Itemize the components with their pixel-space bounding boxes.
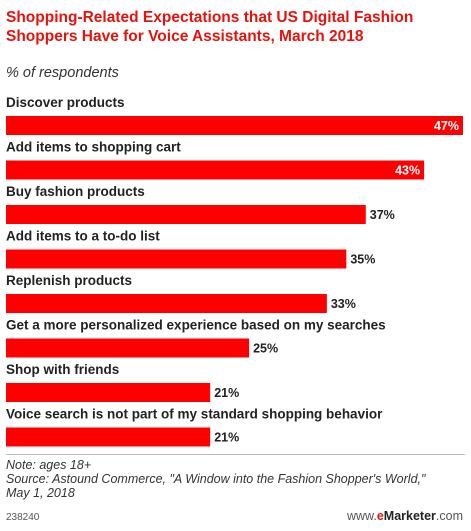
category-label: Add items to shopping cart: [6, 140, 181, 155]
category-label: Add items to a to-do list: [6, 229, 160, 244]
value-label: 21%: [214, 431, 239, 445]
bar: [6, 383, 211, 402]
brand-name: Marketer: [383, 509, 436, 523]
bar: [6, 160, 425, 180]
category-label: Replenish products: [6, 273, 132, 288]
bar: [6, 338, 250, 358]
chart-title: Shopping-Related Expectations that US Di…: [6, 9, 414, 45]
bar-row: Voice search is not part of my standard …: [6, 407, 383, 447]
bar-row: Add items to a to-do list 35%: [6, 229, 375, 269]
brand-e: e: [376, 509, 384, 523]
chart-subtitle: % of respondents: [6, 65, 119, 81]
source-text-line1: Source: Astound Commerce, "A Window into…: [6, 472, 426, 486]
bar-row: Replenish products 33%: [6, 273, 356, 313]
note-text: Note: ages 18+: [6, 458, 92, 472]
category-label: Get a more personalized experience based…: [6, 318, 386, 333]
category-label: Buy fashion products: [6, 184, 145, 199]
value-label: 35%: [350, 253, 375, 267]
source-text-line2: May 1, 2018: [6, 486, 75, 500]
value-label: 43%: [395, 164, 420, 178]
bar: [6, 294, 327, 313]
emarketer-logo: www.eMarketer.com: [347, 509, 463, 523]
bar-chart: Discover products 47% Add items to shoppin…: [6, 95, 463, 447]
footnotes: Note: ages 18+ Source: Astound Commerce,…: [6, 458, 466, 500]
value-label: 33%: [331, 297, 356, 311]
value-label: 21%: [214, 386, 239, 400]
bar: [6, 427, 211, 447]
bar: [6, 116, 463, 135]
category-label: Shop with friends: [6, 362, 119, 377]
brand-prefix: www.: [346, 509, 377, 523]
value-label: 25%: [253, 342, 278, 356]
bar-row: Discover products 47%: [6, 95, 463, 135]
bar-row: Add items to shopping cart 43%: [6, 140, 425, 180]
bar-row: Buy fashion products 37%: [6, 184, 395, 224]
category-label: Discover products: [6, 95, 125, 110]
bar-row: Shop with friends 21%: [6, 362, 239, 402]
value-label: 47%: [434, 119, 459, 133]
bar-row: Get a more personalized experience based…: [6, 318, 386, 358]
value-label: 37%: [370, 208, 395, 222]
chart-id: 238240: [6, 512, 40, 523]
bar: [6, 249, 347, 269]
footer-divider: [6, 454, 465, 455]
bar: [6, 205, 366, 224]
category-label: Voice search is not part of my standard …: [6, 407, 383, 422]
brand-suffix: .com: [435, 509, 463, 523]
